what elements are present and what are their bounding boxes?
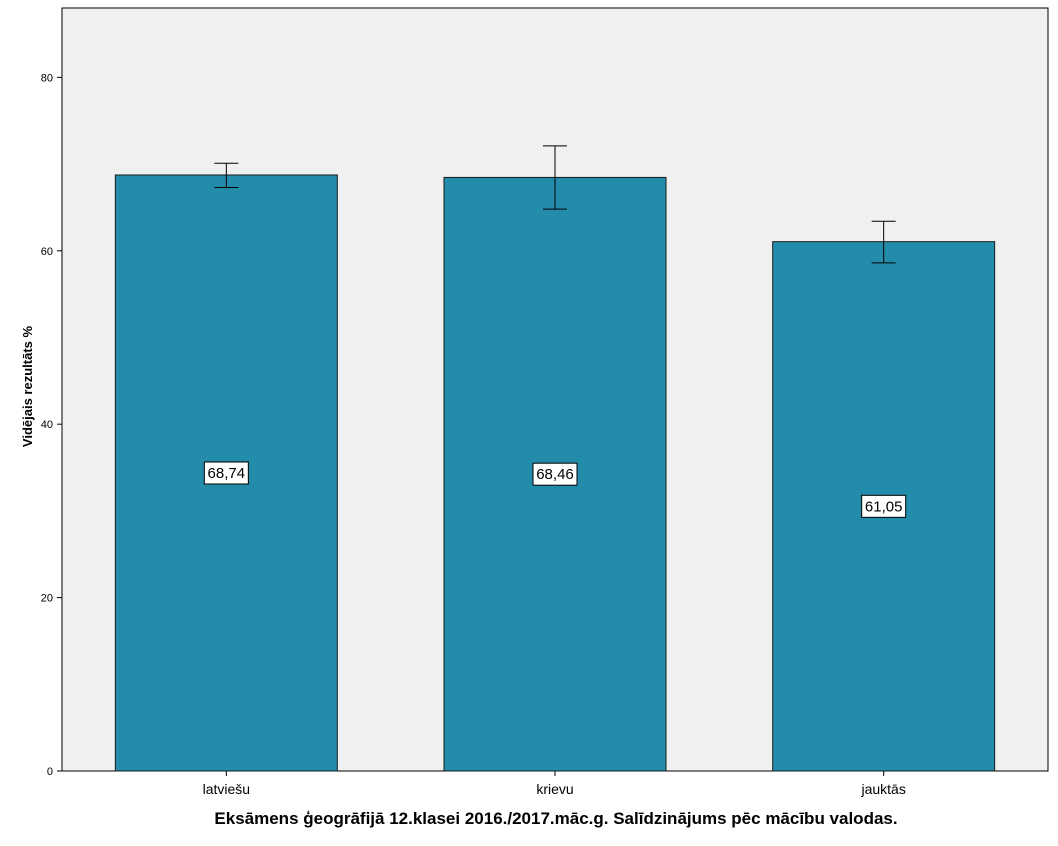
y-tick-label: 60	[41, 246, 53, 258]
category-label: jauktās	[860, 781, 905, 797]
error-bar	[871, 220, 896, 264]
data-label: 68,74	[203, 461, 249, 485]
data-label: 61,05	[861, 494, 907, 518]
y-tick-label: 0	[47, 766, 53, 778]
chart-marks: 68,74 68,46 61,05	[114, 145, 996, 772]
data-label-text: 68,74	[208, 465, 246, 482]
category-label: krievu	[536, 781, 573, 797]
x-axis-title: Eksāmens ģeogrāfijā 12.klasei 2016./2017…	[214, 809, 897, 828]
data-label-text: 61,05	[865, 498, 903, 515]
error-bar	[543, 145, 567, 210]
data-label-text: 68,46	[536, 466, 574, 483]
data-label: 68,46	[532, 462, 578, 486]
y-tick-label: 20	[41, 593, 53, 605]
category-label: latviešu	[203, 781, 250, 797]
y-tick-label: 80	[41, 72, 53, 84]
y-tick-label: 40	[41, 419, 53, 431]
axes: 0 20 40 60 80 latviešu krievu jauktās	[41, 72, 906, 797]
y-axis-label: Vidējais rezultāts %	[20, 325, 35, 447]
error-bar	[214, 162, 239, 188]
